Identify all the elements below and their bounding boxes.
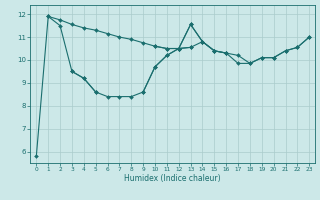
X-axis label: Humidex (Indice chaleur): Humidex (Indice chaleur) — [124, 174, 221, 183]
